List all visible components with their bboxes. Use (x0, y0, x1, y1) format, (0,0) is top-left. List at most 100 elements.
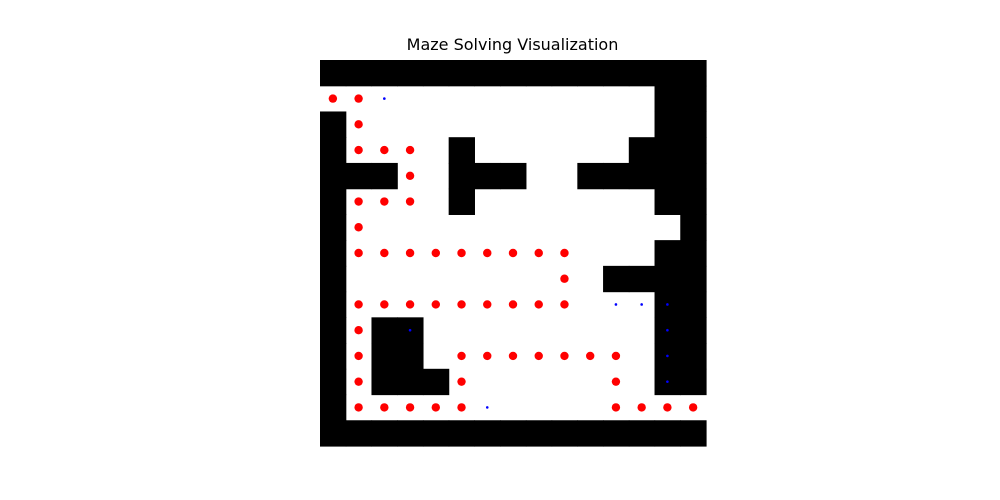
path-cell-marker (457, 377, 466, 386)
visited-cell-marker (666, 354, 669, 358)
path-cell-marker (354, 326, 363, 335)
maze-wall-cell (371, 368, 398, 396)
maze-wall-cell (320, 420, 347, 447)
maze-wall-cell (500, 60, 527, 87)
maze-wall-cell (320, 214, 347, 241)
maze-wall-cell (371, 60, 398, 87)
path-cell-marker (508, 351, 518, 361)
path-cell-marker (560, 351, 569, 361)
maze-wall-cell (603, 162, 630, 190)
maze-wall-cell (320, 137, 347, 164)
path-cell-marker (483, 248, 492, 258)
path-cell-marker (431, 248, 440, 258)
maze-wall-cell (448, 420, 475, 447)
path-cell-marker (560, 248, 569, 258)
visited-cell-marker (485, 406, 489, 409)
path-cell-marker (611, 403, 621, 412)
maze-wall-cell (654, 240, 681, 267)
path-cell-marker (354, 351, 363, 361)
path-cell-marker (405, 248, 415, 258)
path-cell-marker (354, 403, 363, 412)
path-cell-marker (405, 145, 415, 155)
maze-wall-cell (397, 368, 424, 396)
maze-wall-cell (628, 162, 656, 190)
path-cell-marker (354, 248, 363, 258)
path-cell-marker (508, 248, 518, 258)
path-cell-marker (431, 300, 440, 309)
maze-wall-cell (448, 60, 475, 87)
maze-wall-cell (680, 188, 707, 215)
maze-wall-cell (371, 162, 398, 190)
maze-wall-cell (603, 265, 630, 293)
path-cell-marker (534, 351, 543, 361)
visited-cell-marker (666, 328, 669, 332)
path-cell-marker (354, 94, 363, 103)
maze-wall-cell (371, 343, 398, 370)
maze-wall-cell (397, 343, 424, 370)
maze-wall-cell (654, 162, 681, 190)
path-cell-marker (405, 403, 415, 412)
maze-wall-cell (397, 420, 424, 447)
maze-wall-cell (500, 162, 527, 190)
path-cell-marker (483, 351, 492, 361)
path-cell-marker (328, 94, 338, 103)
maze-wall-cell (320, 162, 347, 190)
maze-wall-cell (320, 111, 347, 138)
visited-cell-marker (666, 303, 669, 306)
maze-wall-cell (577, 420, 604, 447)
solution-path-markers (328, 94, 698, 412)
maze-wall-cell (320, 394, 347, 421)
maze-wall-cell (628, 60, 656, 87)
path-cell-marker (354, 223, 363, 232)
path-cell-marker (637, 403, 646, 412)
maze-wall-cell (525, 60, 553, 87)
maze-wall-cell (680, 111, 707, 138)
maze-wall-cell (320, 188, 347, 215)
visited-cell-marker (408, 328, 412, 332)
path-cell-marker (380, 197, 389, 206)
path-cell-marker (354, 377, 363, 386)
maze-wall-cell (371, 317, 398, 344)
path-cell-marker (457, 351, 466, 361)
maze-wall-cell (628, 265, 656, 293)
path-cell-marker (405, 300, 415, 309)
maze-wall-cell (345, 420, 373, 447)
maze-wall-cell (422, 368, 450, 396)
maze-wall-cell (603, 420, 630, 447)
path-cell-marker (457, 300, 466, 309)
maze-wall-cell (320, 240, 347, 267)
path-cell-marker (405, 197, 415, 206)
path-cell-marker (457, 403, 466, 412)
chart-title: Maze Solving Visualization (406, 35, 619, 54)
visited-cell-marker (614, 303, 618, 306)
maze-wall-cell (577, 162, 604, 190)
maze-wall-cell (603, 60, 630, 87)
visited-cell-marker (666, 380, 669, 383)
path-cell-marker (534, 300, 543, 309)
maze-wall-cell (577, 60, 604, 87)
path-cell-marker (354, 300, 363, 309)
maze-wall-cell (500, 420, 527, 447)
maze-wall-cell (654, 265, 681, 293)
maze-wall-cell (448, 188, 475, 215)
path-cell-marker (611, 377, 621, 386)
maze-wall-cell (628, 137, 656, 164)
maze-wall-cell (422, 60, 450, 87)
maze-wall-cell (680, 420, 707, 447)
path-cell-marker (688, 403, 698, 412)
maze-wall-cell (680, 137, 707, 164)
path-cell-marker (405, 171, 415, 180)
path-cell-marker (508, 300, 518, 309)
path-cell-marker (560, 300, 569, 309)
maze-wall-cell (680, 240, 707, 267)
maze-wall-cell (525, 420, 553, 447)
maze-wall-cell (680, 343, 707, 370)
visited-cell-marker (640, 303, 643, 306)
visited-cell-marker (383, 97, 386, 100)
maze-wall-cell (422, 420, 450, 447)
maze-wall-cell (371, 420, 398, 447)
maze-wall-cell (320, 317, 347, 344)
maze-wall-cell (474, 420, 501, 447)
path-cell-marker (380, 248, 389, 258)
